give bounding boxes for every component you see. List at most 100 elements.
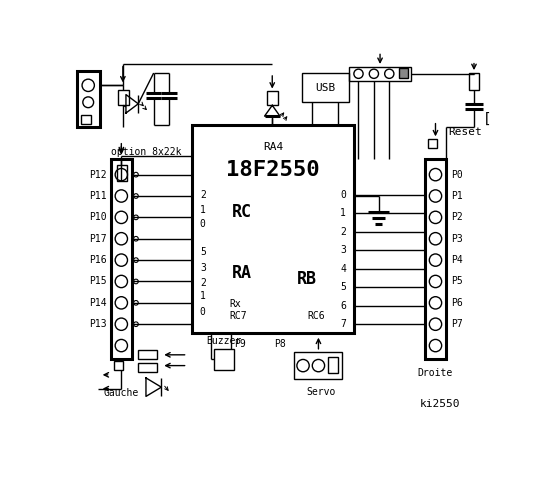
Text: 0: 0 [200, 219, 206, 229]
Text: P10: P10 [89, 212, 107, 222]
Text: P3: P3 [451, 234, 463, 244]
Circle shape [134, 172, 138, 177]
Text: RC7: RC7 [229, 312, 247, 321]
Text: 6: 6 [340, 300, 346, 311]
Bar [111, 159, 132, 360]
Bar [328, 357, 338, 373]
Text: Droite: Droite [418, 368, 453, 378]
Circle shape [134, 215, 138, 220]
Text: P6: P6 [451, 298, 463, 308]
Circle shape [134, 300, 138, 305]
Text: 2: 2 [200, 278, 206, 288]
Text: 4: 4 [340, 264, 346, 274]
Bar [138, 350, 156, 360]
Circle shape [429, 254, 442, 266]
Text: P11: P11 [89, 191, 107, 201]
Text: P8: P8 [274, 339, 286, 349]
Circle shape [82, 79, 95, 92]
Bar [192, 125, 354, 333]
Circle shape [429, 318, 442, 330]
Text: RB: RB [297, 270, 317, 288]
Text: 1: 1 [200, 291, 206, 301]
Text: Gauche: Gauche [104, 388, 139, 398]
Text: 3: 3 [200, 263, 206, 273]
Circle shape [115, 254, 128, 266]
Bar [77, 72, 100, 127]
Bar [294, 352, 342, 380]
Circle shape [134, 258, 138, 263]
Bar [301, 73, 349, 102]
Circle shape [134, 279, 138, 284]
Bar [399, 68, 408, 78]
Circle shape [312, 360, 325, 372]
Text: [: [ [483, 112, 492, 126]
Circle shape [429, 297, 442, 309]
Circle shape [134, 194, 138, 198]
Text: P14: P14 [89, 298, 107, 308]
Circle shape [115, 276, 128, 288]
Circle shape [429, 276, 442, 288]
Circle shape [429, 233, 442, 245]
Text: Reset: Reset [448, 127, 482, 136]
Circle shape [115, 233, 128, 245]
Text: P17: P17 [89, 234, 107, 244]
Text: 2: 2 [340, 227, 346, 237]
Text: ki2550: ki2550 [420, 399, 460, 409]
Text: P1: P1 [451, 191, 463, 201]
Circle shape [134, 322, 138, 326]
Text: P0: P0 [451, 169, 463, 180]
Text: 0: 0 [200, 307, 206, 317]
Bar [138, 362, 156, 372]
Text: P9: P9 [234, 339, 246, 349]
Text: RC: RC [232, 203, 252, 221]
Bar [468, 73, 479, 90]
Text: P2: P2 [451, 212, 463, 222]
Circle shape [115, 211, 128, 224]
Bar [81, 115, 91, 124]
Bar [267, 92, 278, 105]
Bar [349, 67, 411, 81]
Text: P5: P5 [451, 276, 463, 287]
Circle shape [429, 190, 442, 202]
Circle shape [297, 360, 309, 372]
Bar [428, 139, 437, 148]
Circle shape [369, 69, 378, 78]
Text: P4: P4 [451, 255, 463, 265]
Text: RA: RA [232, 264, 252, 282]
Circle shape [115, 190, 128, 202]
Text: 7: 7 [340, 319, 346, 329]
Text: 1: 1 [200, 205, 206, 215]
Circle shape [429, 339, 442, 352]
Text: 0: 0 [340, 190, 346, 200]
Circle shape [429, 211, 442, 224]
Circle shape [115, 339, 128, 352]
Text: USB: USB [315, 83, 336, 93]
Circle shape [134, 237, 138, 241]
Text: Servo: Servo [306, 387, 336, 397]
Circle shape [354, 69, 363, 78]
Text: 5: 5 [340, 282, 346, 292]
Text: P15: P15 [89, 276, 107, 287]
Text: RA4: RA4 [263, 142, 283, 152]
Text: 1: 1 [340, 208, 346, 218]
Text: RC6: RC6 [307, 312, 325, 321]
Text: 5: 5 [200, 247, 206, 257]
Bar [425, 159, 446, 360]
Circle shape [115, 168, 128, 181]
Circle shape [385, 69, 394, 78]
Circle shape [83, 97, 93, 108]
Text: P16: P16 [89, 255, 107, 265]
Text: 3: 3 [340, 245, 346, 255]
Text: P7: P7 [451, 319, 463, 329]
Bar [118, 90, 129, 105]
Circle shape [115, 297, 128, 309]
Bar [213, 348, 234, 370]
Text: P13: P13 [89, 319, 107, 329]
Circle shape [115, 318, 128, 330]
Bar [117, 166, 127, 181]
Text: 18F2550: 18F2550 [226, 160, 320, 180]
Circle shape [429, 168, 442, 181]
Bar [113, 361, 123, 370]
Text: Buzzer: Buzzer [206, 336, 241, 346]
Text: option 8x22k: option 8x22k [111, 146, 181, 156]
